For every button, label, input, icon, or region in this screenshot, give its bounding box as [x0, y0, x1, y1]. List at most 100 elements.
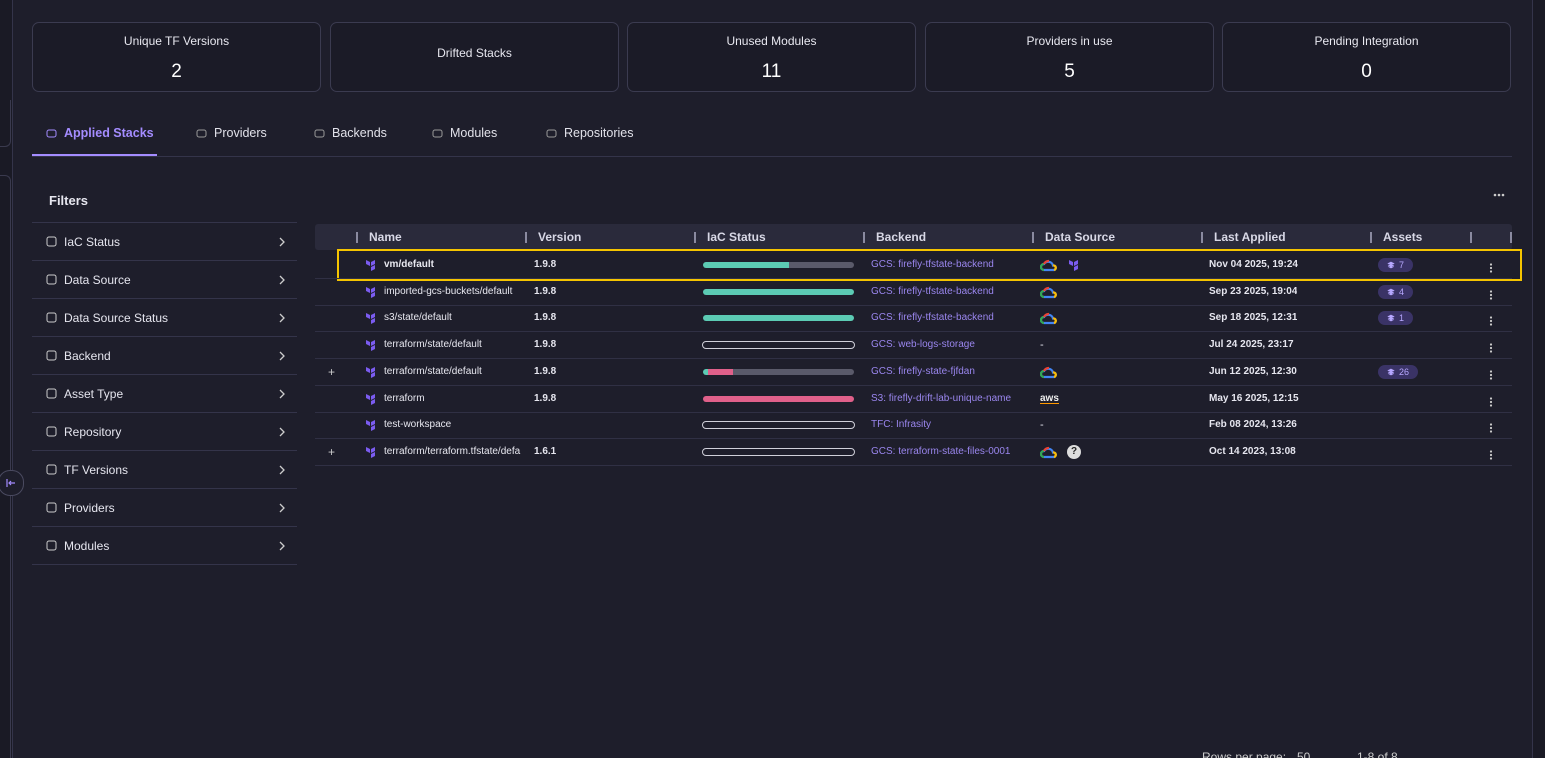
- filter-row[interactable]: IaC Status: [32, 222, 297, 260]
- column-header[interactable]: Name: [369, 230, 402, 244]
- filter-icon: [46, 426, 57, 437]
- stack-name[interactable]: terraform/state/default: [384, 365, 482, 377]
- stat-value: 5: [1064, 61, 1075, 82]
- stack-name[interactable]: terraform/terraform.tfstate/defa: [384, 445, 521, 457]
- row-menu[interactable]: [1489, 367, 1493, 385]
- filter-row[interactable]: TF Versions: [32, 450, 297, 488]
- row-menu[interactable]: [1489, 260, 1493, 278]
- assets-count: 1: [1399, 313, 1405, 324]
- row-menu[interactable]: [1489, 287, 1493, 305]
- version: 1.9.8: [534, 392, 557, 404]
- backend[interactable]: GCS: web-logs-storage: [871, 339, 975, 351]
- row-menu[interactable]: [1489, 340, 1493, 358]
- stack-name[interactable]: terraform/state/default: [384, 339, 482, 351]
- more-menu[interactable]: [1493, 184, 1505, 200]
- column-header[interactable]: Backend: [876, 230, 927, 244]
- filter-row[interactable]: Providers: [32, 488, 297, 526]
- backend[interactable]: GCS: firefly-tfstate-backend: [871, 259, 994, 270]
- expand-toggle[interactable]: +: [328, 444, 336, 459]
- filter-row[interactable]: Data Source: [32, 260, 297, 298]
- data-source: aws: [1040, 391, 1059, 407]
- data-source: [1040, 310, 1057, 326]
- backend[interactable]: TFC: Infrasity: [871, 419, 932, 431]
- row-menu[interactable]: [1489, 394, 1493, 412]
- iac-bar: [702, 447, 855, 456]
- row-menu[interactable]: [1489, 313, 1493, 331]
- assets-badge[interactable]: 1: [1378, 311, 1414, 326]
- stack-name[interactable]: imported-gcs-buckets/default: [384, 285, 513, 297]
- stat-card: Unused Modules 11: [627, 22, 916, 92]
- version: 1.6.1: [534, 445, 557, 457]
- tab[interactable]: Backends: [313, 126, 387, 140]
- expand-toggle[interactable]: +: [328, 364, 336, 379]
- page-range: 1-8 of 8: [1357, 750, 1398, 758]
- backend[interactable]: GCS: firefly-tfstate-backend: [871, 312, 994, 324]
- kebab-icon: [1489, 396, 1493, 407]
- row-menu[interactable]: [1489, 447, 1493, 465]
- row-menu[interactable]: [1489, 420, 1493, 438]
- column-header[interactable]: IaC Status: [707, 230, 766, 244]
- filter-icon: [46, 540, 57, 551]
- filter-row[interactable]: Asset Type: [32, 374, 297, 412]
- column-header[interactable]: Version: [538, 230, 582, 244]
- filter-row[interactable]: Data Source Status: [32, 298, 297, 336]
- main-panel: [12, 0, 1533, 758]
- backend[interactable]: S3: firefly-drift-lab-unique-name: [871, 392, 1012, 404]
- iac-segment: [733, 368, 854, 375]
- column-header[interactable]: Last Applied: [1214, 230, 1286, 244]
- stat-card: Pending Integration 0: [1222, 22, 1511, 92]
- tab-icon: [314, 129, 325, 137]
- kebab-icon: [1489, 263, 1493, 273]
- column-separator: [1032, 232, 1034, 243]
- filter-row[interactable]: Backend: [32, 336, 297, 374]
- backend[interactable]: GCS: terraform-state-files-0001: [871, 445, 1011, 457]
- assets-badge[interactable]: 7: [1378, 258, 1414, 272]
- chevron: [279, 541, 285, 550]
- iac-bar: [702, 288, 855, 296]
- stack-name[interactable]: terraform: [384, 392, 425, 404]
- assets-count: 4: [1399, 286, 1405, 297]
- gcp-icon: [1040, 259, 1057, 272]
- tab[interactable]: Applied Stacks: [45, 126, 154, 140]
- kebab-icon: [1489, 423, 1493, 433]
- terraform-icon: [366, 286, 375, 298]
- iac-segment: [703, 288, 854, 295]
- filter-icon: [46, 236, 57, 247]
- stack-name[interactable]: test-workspace: [384, 419, 452, 431]
- backend[interactable]: GCS: firefly-state-fjfdan: [871, 365, 975, 377]
- tab[interactable]: Repositories: [545, 126, 633, 140]
- column-separator: [1470, 232, 1472, 243]
- data-source: ?: [1040, 444, 1081, 460]
- column-header[interactable]: Data Source: [1045, 230, 1116, 244]
- iac-bar: [702, 314, 855, 322]
- assets-badge[interactable]: 26: [1378, 364, 1419, 379]
- filter-row[interactable]: Repository: [32, 412, 297, 450]
- row-icon: [364, 258, 378, 277]
- last-applied: Jun 12 2025, 12:30: [1209, 365, 1297, 377]
- stack-name[interactable]: s3/state/default: [384, 312, 452, 324]
- chevron: [279, 389, 285, 398]
- rows-per-page[interactable]: 50: [1297, 750, 1311, 758]
- backend[interactable]: GCS: firefly-tfstate-backend: [871, 285, 994, 297]
- iac-segment: [789, 262, 854, 268]
- stack-name[interactable]: vm/default: [384, 259, 435, 270]
- stat-card: Unique TF Versions 2: [32, 22, 321, 92]
- collapse-button[interactable]: [0, 470, 24, 496]
- row-divider: [315, 384, 1512, 386]
- assets-badge[interactable]: 4: [1378, 284, 1414, 299]
- rows-per-page-label: Rows per page:: [1202, 750, 1287, 758]
- tab[interactable]: Providers: [195, 126, 267, 140]
- tab-underline: [32, 154, 157, 156]
- assets-count: 7: [1399, 260, 1405, 270]
- assets-icon: [1387, 368, 1395, 376]
- tab[interactable]: Modules: [431, 126, 497, 140]
- column-header[interactable]: Assets: [1383, 230, 1423, 244]
- filter-row[interactable]: Modules: [32, 526, 297, 564]
- tab-divider: [32, 156, 1512, 157]
- filter-icon: [46, 274, 57, 285]
- tab-label: Backends: [332, 126, 387, 140]
- side-frame: [0, 100, 11, 147]
- row-icon: [364, 311, 378, 330]
- chevron: [279, 313, 285, 322]
